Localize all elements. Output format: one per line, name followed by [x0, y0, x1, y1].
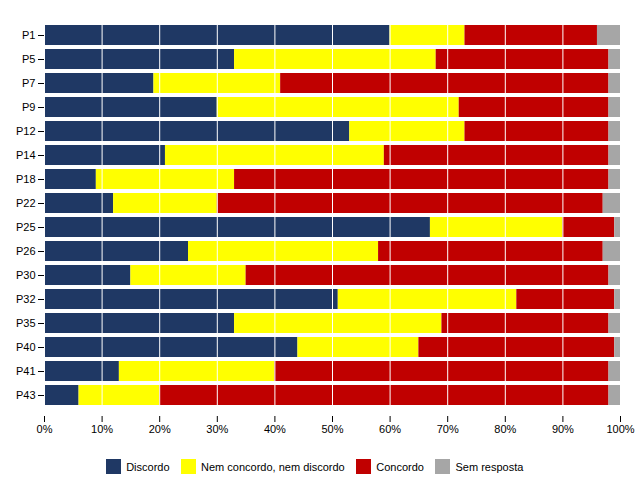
svg-text:100%: 100% [606, 423, 634, 435]
svg-text:P12: P12 [16, 125, 36, 137]
svg-text:40%: 40% [264, 423, 286, 435]
svg-text:30%: 30% [206, 423, 228, 435]
svg-text:P32: P32 [16, 293, 36, 305]
svg-text:0%: 0% [37, 423, 53, 435]
svg-text:60%: 60% [379, 423, 401, 435]
svg-text:10%: 10% [91, 423, 113, 435]
html-text:Discordo: Discordo [126, 460, 170, 473]
html-text:Sem resposta: Sem resposta [455, 460, 524, 473]
svg-text:P7: P7 [22, 77, 35, 89]
svg-text:P9: P9 [22, 101, 35, 113]
svg-text:P41: P41 [16, 365, 36, 377]
svg-text:90%: 90% [552, 423, 574, 435]
svg-text:P5: P5 [22, 53, 35, 65]
svg-text:P1: P1 [22, 29, 35, 41]
svg-text:P26: P26 [16, 245, 36, 257]
svg-text:P43: P43 [16, 389, 36, 401]
svg-text:80%: 80% [494, 423, 516, 435]
html-text:Concordo: Concordo [376, 460, 424, 473]
svg-text:50%: 50% [321, 423, 343, 435]
svg-text:P40: P40 [16, 341, 36, 353]
svg-text:70%: 70% [437, 423, 459, 435]
svg-text:P25: P25 [16, 221, 36, 233]
svg-text:P30: P30 [16, 269, 36, 281]
html-text:Nem concordo, nem discordo: Nem concordo, nem discordo [201, 460, 345, 473]
svg-text:P18: P18 [16, 173, 36, 185]
svg-text:P14: P14 [16, 149, 36, 161]
svg-text:20%: 20% [149, 423, 171, 435]
svg-text:P22: P22 [16, 197, 36, 209]
svg-text:P35: P35 [16, 317, 36, 329]
